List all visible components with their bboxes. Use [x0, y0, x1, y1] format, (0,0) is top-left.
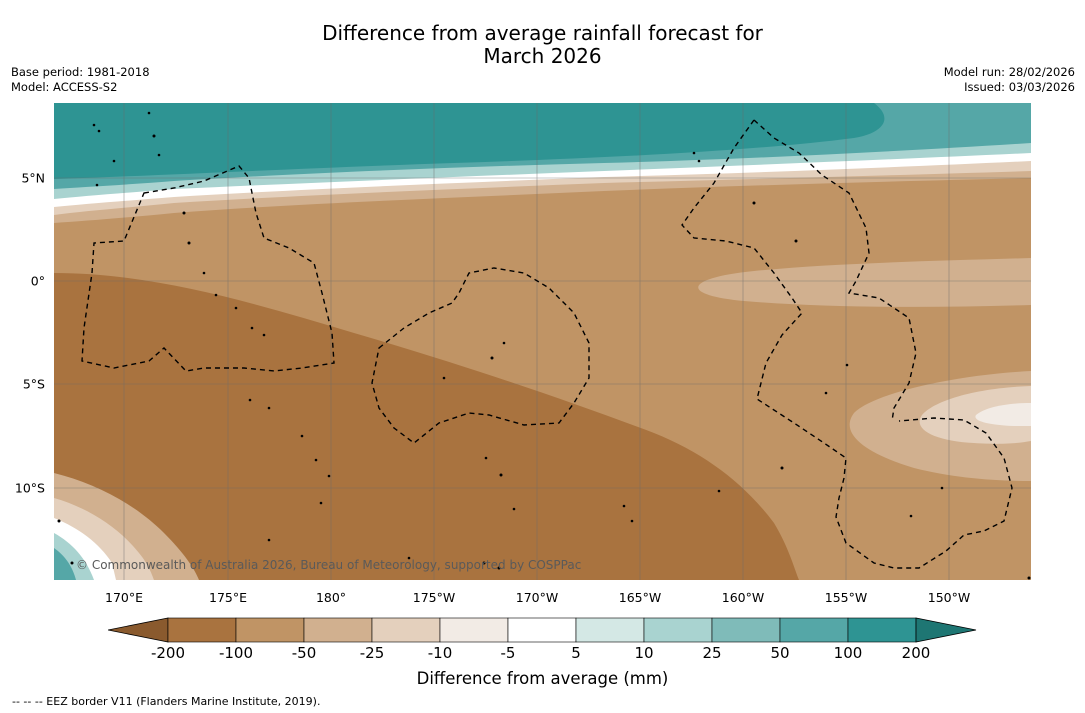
colorbar-label: -50	[291, 644, 317, 662]
colorbar-extend-low	[107, 617, 169, 643]
colorbar-swatch	[371, 617, 441, 643]
x-tick-175e: 175°E	[208, 590, 248, 605]
x-tick-155w: 155°W	[824, 590, 868, 605]
colorbar-label: 100	[833, 644, 863, 662]
x-tick-165w: 165°W	[618, 590, 662, 605]
anomaly-band-east-1	[698, 258, 1031, 307]
eez-kiribati-west	[81, 165, 335, 372]
eez-line-se	[681, 119, 1013, 569]
x-tick-180: 180°	[315, 590, 347, 605]
colorbar-swatch	[847, 617, 917, 643]
colorbar-swatch	[779, 617, 849, 643]
colorbar-swatch	[439, 617, 509, 643]
colorbar-label: 200	[901, 644, 931, 662]
anomaly-band-se-2	[919, 386, 1031, 444]
title-line-2: March 2026	[483, 44, 602, 68]
eez-tokelau	[371, 267, 590, 444]
map-title: Difference from average rainfall forecas…	[0, 22, 1085, 68]
run-info: Model run: 28/02/2026 Issued: 03/03/2026	[944, 65, 1075, 95]
eez-line-ne	[753, 119, 917, 422]
colorbar-swatches	[107, 617, 977, 643]
copyright-notice: © Commonwealth of Australia 2026, Bureau…	[76, 558, 582, 572]
colorbar-label: 10	[634, 644, 654, 662]
y-tick-5n: 5°N	[21, 170, 45, 186]
y-tick-10s: 10°S	[14, 480, 45, 496]
model-run: Model run: 28/02/2026	[943, 65, 1075, 79]
colorbar	[107, 616, 978, 648]
colorbar-label: -200	[150, 644, 186, 662]
x-tick-170e: 170°E	[104, 590, 144, 605]
colorbar-swatch	[575, 617, 645, 643]
colorbar-swatch	[507, 617, 577, 643]
islands	[57, 111, 1031, 580]
colorbar-title: Difference from average (mm)	[416, 669, 669, 688]
anomaly-band-dry-core	[54, 273, 799, 580]
eez-borders	[81, 119, 1013, 569]
colorbar-swatch	[643, 617, 713, 643]
x-tick-150w: 150°W	[927, 590, 971, 605]
title-line-1: Difference from average rainfall forecas…	[322, 21, 763, 45]
colorbar-label: -100	[218, 644, 254, 662]
colorbar-swatch	[167, 617, 237, 643]
issued-date: Issued: 03/03/2026	[964, 80, 1075, 94]
colorbar-label: 25	[702, 644, 722, 662]
colorbar-label: -25	[359, 644, 385, 662]
colorbar-label: 50	[770, 644, 790, 662]
map-canvas	[54, 103, 1031, 580]
anomaly-band-se-3	[975, 403, 1031, 426]
anomaly-band-top-6	[54, 103, 885, 179]
x-tick-160w: 160°W	[721, 590, 765, 605]
rainfall-anomaly-map	[54, 103, 1031, 580]
x-tick-170w: 170°W	[515, 590, 559, 605]
y-tick-0: 0°	[30, 273, 45, 289]
y-tick-5s: 5°S	[22, 376, 45, 392]
colorbar-label: 5	[571, 644, 581, 662]
eez-legend-note: -- -- -- EEZ border V11 (Flanders Marine…	[12, 695, 321, 708]
model-info: Base period: 1981-2018 Model: ACCESS-S2	[11, 65, 150, 95]
model-name: Model: ACCESS-S2	[11, 80, 118, 94]
graticule	[54, 103, 1031, 580]
colorbar-extend-high	[915, 617, 977, 643]
x-tick-175w: 175°W	[412, 590, 456, 605]
colorbar-label: -10	[427, 644, 453, 662]
colorbar-swatch	[711, 617, 781, 643]
base-period: Base period: 1981-2018	[11, 65, 150, 79]
anomaly-band-sw-5	[54, 548, 76, 580]
colorbar-swatch	[235, 617, 305, 643]
colorbar-swatch	[303, 617, 373, 643]
colorbar-label: -5	[500, 644, 516, 662]
